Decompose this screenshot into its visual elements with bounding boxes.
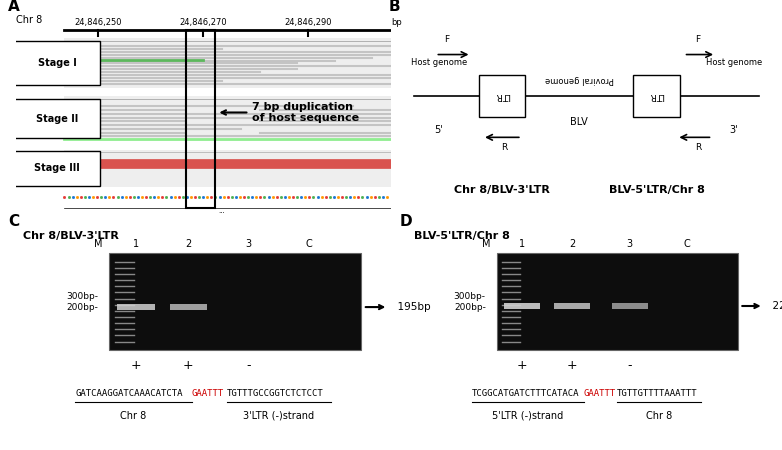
FancyBboxPatch shape (14, 151, 100, 186)
Bar (633, 75, 680, 117)
Text: -: - (627, 359, 632, 372)
Text: F: F (695, 35, 701, 44)
Text: 3': 3' (730, 125, 738, 135)
Text: 3: 3 (246, 239, 252, 249)
Bar (612, 303, 647, 309)
Text: C: C (305, 239, 312, 249)
Text: Stage II: Stage II (36, 114, 78, 124)
Text: 24,846,250: 24,846,250 (74, 18, 122, 27)
Text: 220bp: 220bp (742, 301, 782, 311)
Text: +: + (131, 359, 141, 372)
Text: R: R (695, 143, 701, 152)
Text: Host genome: Host genome (411, 58, 467, 67)
Text: Stage I: Stage I (38, 58, 77, 68)
Text: 5': 5' (435, 125, 443, 135)
Text: 2: 2 (185, 239, 192, 249)
Bar (170, 304, 207, 310)
Text: C: C (8, 214, 20, 229)
Bar (504, 303, 540, 309)
Bar (479, 75, 526, 117)
Bar (554, 303, 590, 309)
Text: GAATTT: GAATTT (583, 389, 616, 398)
Text: +: + (567, 359, 577, 372)
Text: Host genome: Host genome (706, 58, 762, 67)
Text: 1: 1 (518, 239, 525, 249)
Text: Chr 8/BLV-3'LTR: Chr 8/BLV-3'LTR (454, 185, 550, 195)
Bar (186, 30, 214, 208)
Text: GATCAAGGATCAAACATCTA: GATCAAGGATCAAACATCTA (75, 389, 183, 398)
Text: Proviral genome: Proviral genome (545, 75, 614, 84)
Text: R: R (500, 143, 507, 152)
Text: 200bp-: 200bp- (66, 302, 99, 311)
Text: TGTTGTTTTAAATTT: TGTTGTTTTAAATTT (617, 389, 698, 398)
Text: bp: bp (391, 18, 402, 27)
Text: 300bp-: 300bp- (454, 292, 486, 301)
Text: 300bp-: 300bp- (66, 292, 99, 301)
Text: 200bp-: 200bp- (454, 302, 486, 311)
Text: B: B (389, 0, 400, 14)
Text: M: M (94, 239, 102, 249)
Bar (64, 38, 391, 88)
Text: Chr 8: Chr 8 (646, 411, 672, 421)
Text: +: + (516, 359, 527, 372)
Text: 5'LTR (-)strand: 5'LTR (-)strand (493, 411, 564, 421)
Text: GAATTT: GAATTT (192, 389, 224, 398)
Text: D: D (400, 214, 412, 229)
FancyBboxPatch shape (14, 41, 100, 85)
Text: +: + (183, 359, 194, 372)
Text: 24,846,270: 24,846,270 (180, 18, 227, 27)
Text: 24,846,290: 24,846,290 (285, 18, 332, 27)
Text: TCGGCATGATCTTTCATACA: TCGGCATGATCTTTCATACA (472, 389, 579, 398)
Text: 7 bp duplication
of host sequence: 7 bp duplication of host sequence (221, 102, 359, 123)
Text: 3'LTR (-)strand: 3'LTR (-)strand (243, 411, 314, 421)
Bar (117, 304, 155, 310)
Bar (497, 253, 737, 350)
Text: Stage III: Stage III (34, 163, 80, 173)
Bar (64, 96, 391, 141)
Text: BLV-5'LTR/Chr 8: BLV-5'LTR/Chr 8 (608, 185, 705, 195)
Text: LTR: LTR (494, 91, 510, 100)
Bar (109, 253, 361, 350)
Text: A: A (8, 0, 20, 14)
Text: LTR: LTR (649, 91, 665, 100)
Text: BLV-5'LTR/Chr 8: BLV-5'LTR/Chr 8 (414, 231, 510, 242)
Text: BLV: BLV (570, 117, 588, 126)
Text: 2: 2 (569, 239, 576, 249)
Text: 1: 1 (133, 239, 139, 249)
Text: 3: 3 (626, 239, 633, 249)
Text: Chr 8: Chr 8 (120, 411, 147, 421)
Text: 195bp: 195bp (366, 302, 431, 312)
FancyBboxPatch shape (14, 99, 100, 139)
Bar (64, 150, 391, 187)
Text: Chr 8: Chr 8 (16, 15, 42, 25)
Text: ...: ... (219, 208, 225, 214)
Text: -: - (246, 359, 250, 372)
Text: F: F (443, 35, 449, 44)
Text: M: M (482, 239, 490, 249)
Text: C: C (683, 239, 691, 249)
Text: TGTTTGCCGGTCTCTCCT: TGTTTGCCGGTCTCTCCT (227, 389, 323, 398)
Text: Chr 8/BLV-3'LTR: Chr 8/BLV-3'LTR (23, 231, 119, 242)
